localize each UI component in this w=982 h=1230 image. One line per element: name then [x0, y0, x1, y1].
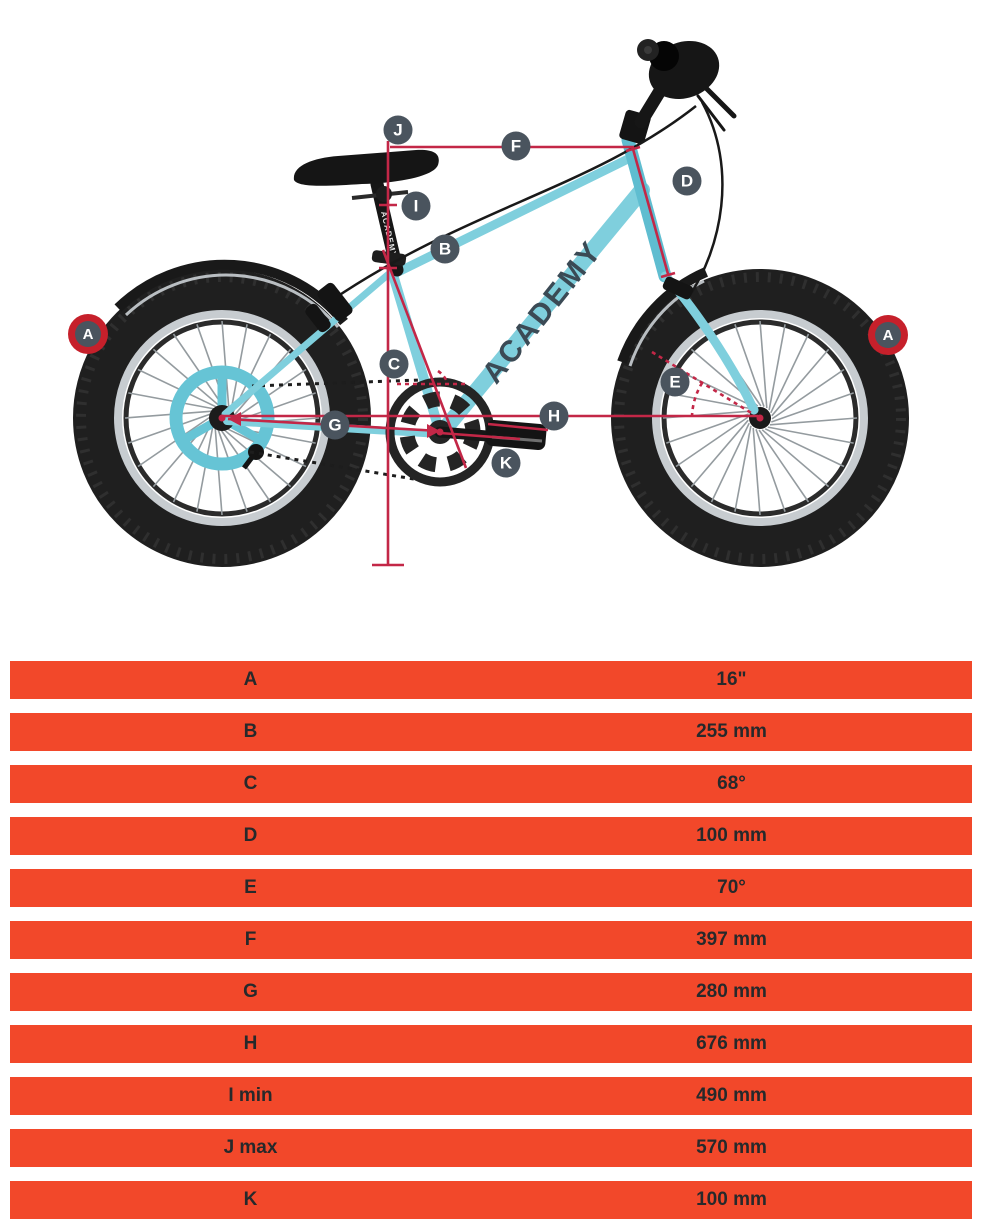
measurement-label-I: I: [401, 191, 431, 221]
spec-row: C 68°: [10, 765, 972, 803]
spec-dimension-label: G: [243, 981, 258, 1002]
spec-dimension-label: C: [243, 773, 258, 794]
handlebar-stem: [619, 39, 737, 145]
front-wheel: [611, 269, 909, 567]
spec-row: A 16": [10, 661, 972, 699]
measurement-label-J: J: [383, 115, 413, 145]
spec-dimension-label: B: [243, 721, 258, 742]
measurement-label-G: G: [320, 410, 350, 440]
spec-dimension-value: 397 mm: [696, 929, 767, 950]
spec-dimension-value: 676 mm: [696, 1033, 767, 1054]
spec-dimension-label: H: [243, 1033, 258, 1054]
measurement-label-H: H: [539, 401, 569, 431]
measurement-label-B: B: [430, 234, 460, 264]
spec-dimension-label: E: [244, 877, 257, 898]
rear-brake: [305, 282, 353, 333]
spec-row: J max 570 mm: [10, 1129, 972, 1167]
front-brake: [662, 276, 694, 300]
measurement-label-A: A: [75, 321, 101, 347]
spec-dimension-label: D: [243, 825, 258, 846]
spec-dimension-value: 490 mm: [696, 1085, 767, 1106]
spec-dimension-label: F: [244, 929, 257, 950]
brake-cables: [331, 101, 724, 302]
measurement-lines: [218, 141, 764, 567]
spec-dimension-label: J max: [223, 1137, 278, 1158]
measurement-label-D: D: [672, 166, 702, 196]
spec-dimension-label: I min: [228, 1085, 273, 1106]
spec-dimension-value: 70°: [717, 877, 746, 898]
spec-dimension-value: 16": [716, 669, 747, 690]
measurement-label-F: F: [501, 131, 531, 161]
spec-row: K 100 mm: [10, 1181, 972, 1219]
spec-dimension-value: 68°: [717, 773, 746, 794]
spec-row: B 255 mm: [10, 713, 972, 751]
spec-row: H 676 mm: [10, 1025, 972, 1063]
drive-belt: [249, 377, 449, 484]
spec-dimension-value: 570 mm: [696, 1137, 767, 1158]
spec-dimension-value: 100 mm: [696, 825, 767, 846]
spec-table: A 16" B 255 mm C 68° D 100 mm E 70° F 39…: [10, 661, 972, 1219]
spec-row: I min 490 mm: [10, 1077, 972, 1115]
spec-dimension-label: K: [243, 1189, 258, 1210]
spec-row: D 100 mm: [10, 817, 972, 855]
bike-geometry-diagram: ACADEMY ACADEMY: [73, 39, 909, 567]
spec-row: F 397 mm: [10, 921, 972, 959]
spec-dimension-value: 255 mm: [696, 721, 767, 742]
spec-dimension-value: 280 mm: [696, 981, 767, 1002]
front-fender: [617, 267, 709, 367]
spec-dimension-label: A: [243, 669, 258, 690]
measurement-label-K: K: [491, 448, 521, 478]
spec-row: G 280 mm: [10, 973, 972, 1011]
measurement-label-A: A: [875, 322, 901, 348]
measurement-label-C: C: [379, 349, 409, 379]
measurement-label-E: E: [660, 367, 690, 397]
spec-row: E 70°: [10, 869, 972, 907]
spec-dimension-value: 100 mm: [696, 1189, 767, 1210]
